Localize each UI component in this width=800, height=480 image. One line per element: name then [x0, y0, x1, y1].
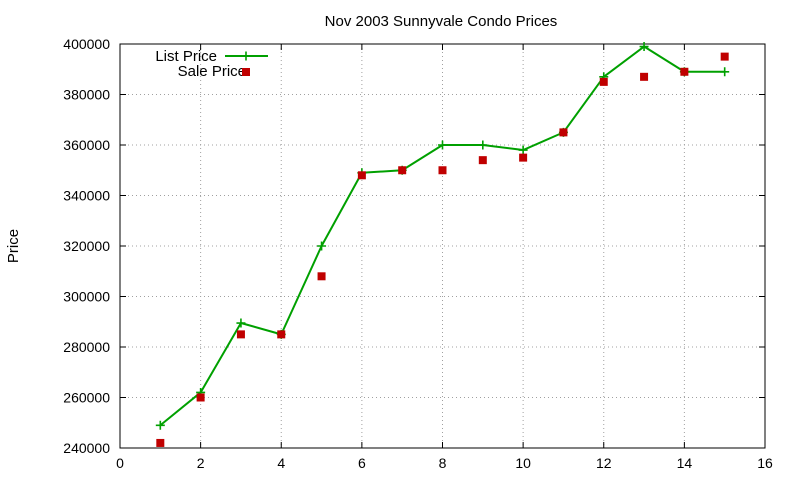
y-tick-label: 240000 [63, 440, 110, 456]
y-tick-label: 320000 [63, 238, 110, 254]
sale-price-point [720, 52, 729, 61]
x-tick-label: 12 [596, 455, 612, 471]
x-tick-label: 2 [197, 455, 205, 471]
sale-price-point [357, 171, 366, 180]
grid-lines [120, 44, 765, 448]
legend-marker-list-price [241, 51, 251, 61]
legend-marker-sale-price [242, 68, 250, 76]
sale-price-point [438, 166, 447, 175]
sale-price-point [236, 330, 245, 339]
list-price-point [478, 140, 488, 150]
sale-price-point [680, 67, 689, 76]
sale-price-point [519, 153, 528, 162]
list-price-point [639, 42, 649, 52]
x-axis-ticks: 0 2 4 6 8 10 12 14 16 [116, 44, 773, 471]
sale-price-point [398, 166, 407, 175]
sale-price-point [156, 438, 165, 447]
legend-label-list-price: List Price [155, 48, 217, 65]
sale-price-point [478, 156, 487, 165]
x-tick-label: 16 [757, 455, 773, 471]
y-axis-label: Price [5, 229, 22, 263]
sale-price-point [317, 272, 326, 281]
y-tick-label: 380000 [63, 87, 110, 103]
y-tick-label: 260000 [63, 390, 110, 406]
x-tick-label: 10 [515, 455, 531, 471]
list-price-point [518, 145, 528, 155]
sale-price-point [277, 330, 286, 339]
y-tick-label: 340000 [63, 188, 110, 204]
sale-price-point [599, 77, 608, 86]
x-tick-label: 6 [358, 455, 366, 471]
list-price-point [236, 318, 246, 328]
data-series [155, 42, 730, 447]
y-tick-label: 280000 [63, 339, 110, 355]
sale-price-point [196, 393, 205, 402]
y-tick-label: 400000 [63, 36, 110, 52]
y-axis-ticks: 240000 260000 280000 300000 320000 340000 3600… [63, 36, 765, 456]
legend-label-sale-price: Sale Price [178, 63, 246, 80]
legend: List Price Sale Price [155, 48, 268, 80]
list-price-point [155, 420, 165, 430]
x-tick-label: 8 [439, 455, 447, 471]
x-tick-label: 0 [116, 455, 124, 471]
sale-price-point [559, 128, 568, 137]
sale-price-point [640, 72, 649, 81]
list-price-point [720, 67, 730, 77]
list-price-point [438, 140, 447, 150]
chart-title: Nov 2003 Sunnyvale Condo Prices [325, 13, 558, 30]
list-price-point [317, 241, 327, 251]
x-tick-label: 4 [277, 455, 285, 471]
y-tick-label: 300000 [63, 289, 110, 305]
x-tick-label: 14 [677, 455, 693, 471]
y-tick-label: 360000 [63, 137, 110, 153]
